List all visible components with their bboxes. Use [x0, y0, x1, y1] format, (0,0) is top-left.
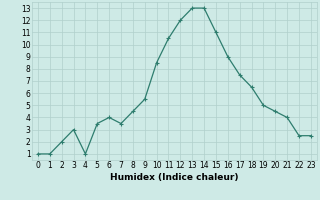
X-axis label: Humidex (Indice chaleur): Humidex (Indice chaleur) — [110, 173, 239, 182]
